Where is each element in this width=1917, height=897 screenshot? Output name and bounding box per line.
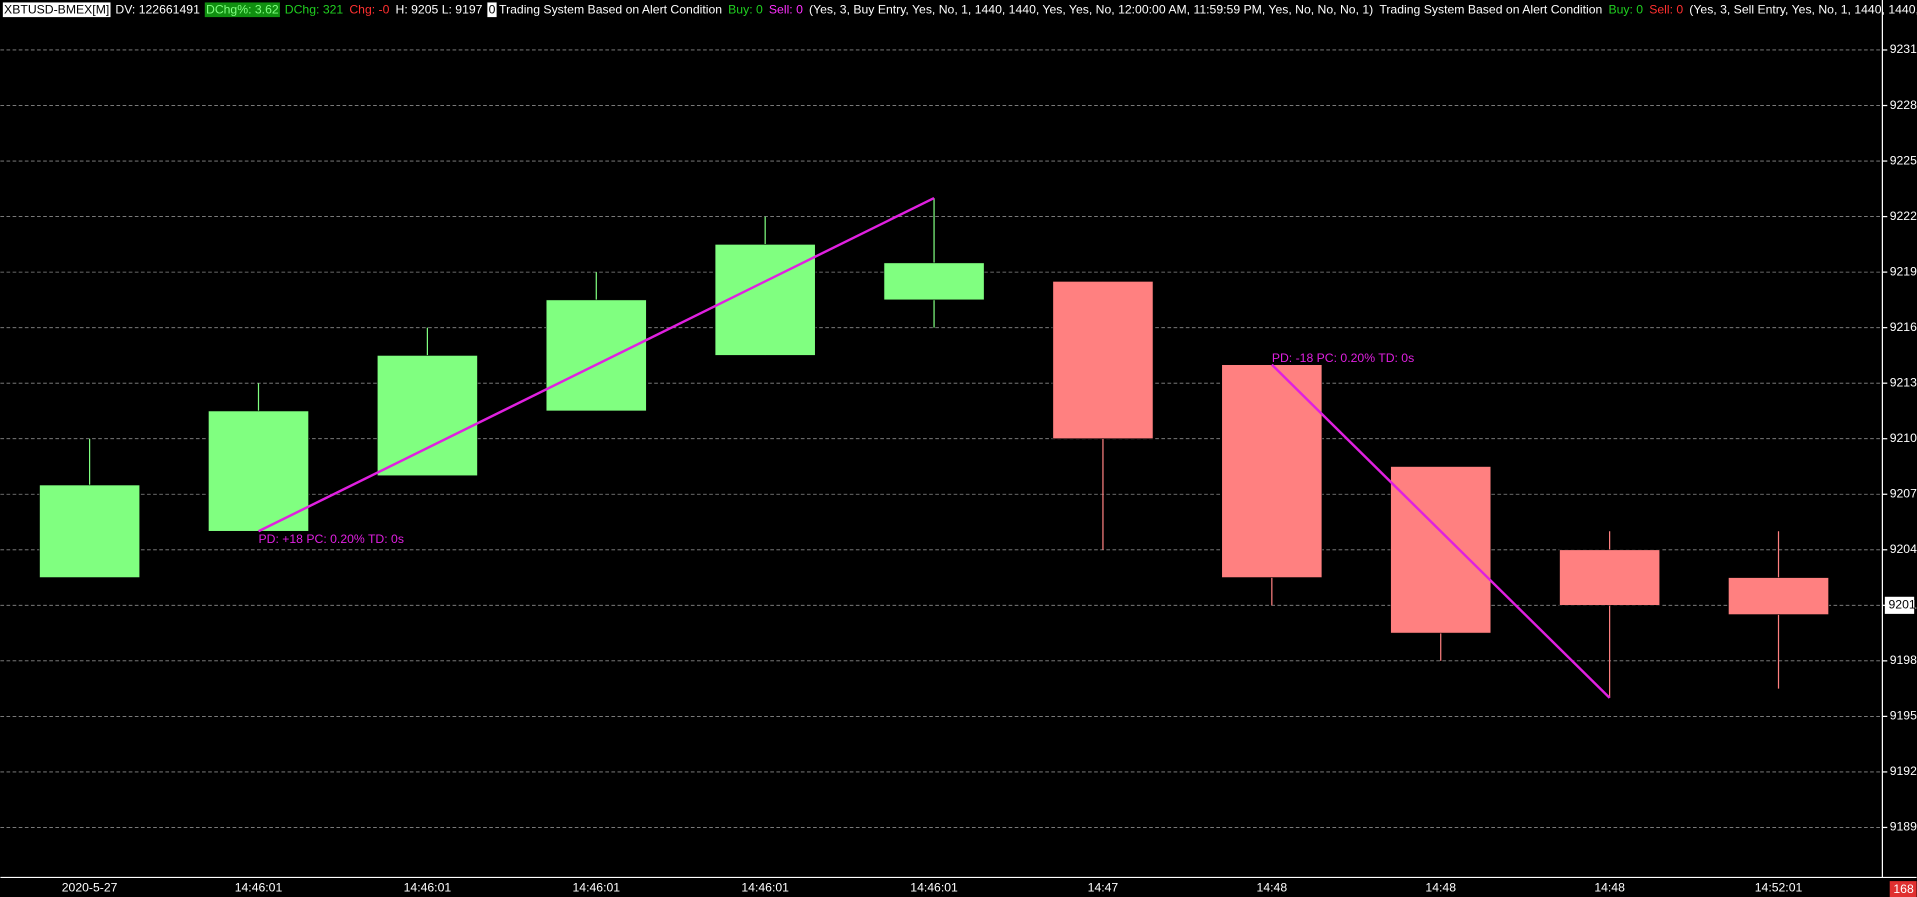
candle-body	[1728, 577, 1829, 615]
header-segment: (Yes, 3, Sell Entry, Yes, No, 1, 1440, 1…	[1689, 3, 1917, 17]
y-tick-label: 9222	[1890, 209, 1917, 223]
candle-body	[1221, 364, 1323, 578]
y-tick-label: 9231	[1890, 42, 1917, 56]
candle-body	[714, 244, 816, 356]
header-text: Sell: 0	[1649, 3, 1683, 17]
header-segment: 0	[487, 2, 497, 18]
x-tick-label: 14:48	[1594, 881, 1625, 895]
x-tick-label: 14:46:01	[235, 881, 283, 895]
candle-body	[1052, 281, 1154, 440]
candle-body	[545, 299, 647, 412]
trendline	[257, 196, 935, 533]
header-text: 0	[489, 3, 496, 17]
y-tick-label: 9198	[1890, 653, 1917, 667]
header-text: Buy: 0	[1608, 3, 1643, 17]
header-text: Sell: 0	[769, 3, 803, 17]
header-segment: Chg: -0	[349, 3, 389, 17]
x-tick-label: 2020-5-27	[62, 881, 118, 895]
header-text: (Yes, 3, Buy Entry, Yes, No, 1, 1440, 14…	[809, 3, 1373, 17]
y-tick-label: 9207	[1890, 486, 1917, 500]
last-price-box	[1884, 596, 1915, 614]
x-tick-label: 14:48	[1425, 881, 1456, 895]
header-text: (Yes, 3, Sell Entry, Yes, No, 1, 1440, 1…	[1689, 3, 1917, 17]
bar-counter: 168	[1893, 882, 1914, 896]
y-tick-label: 9195	[1890, 709, 1917, 723]
header-segment: XBTUSD-BMEX[M]	[2, 2, 111, 18]
candle-body	[883, 262, 985, 301]
header-segment: DChg%: 3.62	[204, 2, 280, 18]
header-text: DV: 122661491	[115, 3, 200, 17]
header-segment: (Yes, 3, Buy Entry, Yes, No, 1, 1440, 14…	[809, 3, 1373, 17]
last-price-label: 9201	[1888, 598, 1915, 612]
x-tick-label: 14:46:01	[404, 881, 452, 895]
trendline-label: PD: -18 PC: 0.20% TD: 0s	[1272, 351, 1414, 365]
x-tick-label: 14:46:01	[910, 881, 958, 895]
x-tick-label: 14:47	[1088, 881, 1119, 895]
header-text: H: 9205 L: 9197	[396, 3, 483, 17]
header-segment: Buy: 0	[728, 3, 763, 17]
header-segment: DV: 122661491	[115, 3, 200, 17]
header-segment: Buy: 0	[1608, 3, 1643, 17]
header-segment: Trading System Based on Alert Condition	[499, 3, 722, 17]
header-text: Trading System Based on Alert Condition	[499, 3, 722, 17]
header-text: Trading System Based on Alert Condition	[1379, 3, 1602, 17]
header-segment: Trading System Based on Alert Condition	[1379, 3, 1602, 17]
trendline	[1270, 363, 1611, 699]
x-tick-label: 14:46:01	[741, 881, 789, 895]
y-tick-label: 9189	[1890, 820, 1917, 834]
header-text: XBTUSD-BMEX[M]	[4, 3, 109, 17]
header-text: DChg%: 3.62	[206, 3, 279, 17]
y-tick-label: 9213	[1890, 375, 1917, 389]
candle-body	[39, 484, 141, 578]
y-tick-label: 9216	[1890, 320, 1917, 334]
x-tick-label: 14:46:01	[572, 881, 620, 895]
candle-body	[1559, 549, 1661, 606]
y-tick-label: 9192	[1890, 764, 1917, 778]
header-box	[487, 2, 497, 18]
y-tick-label: 9204	[1890, 542, 1917, 556]
y-tick-label: 9219	[1890, 264, 1917, 278]
header-text: Chg: -0	[349, 3, 389, 17]
header-segment: DChg: 321	[285, 3, 344, 17]
x-tick-label: 14:48	[1257, 881, 1288, 895]
trendline-label: PD: +18 PC: 0.20% TD: 0s	[258, 532, 403, 546]
header-text: DChg: 321	[285, 3, 344, 17]
candle-body	[376, 355, 478, 477]
header-text: Buy: 0	[728, 3, 763, 17]
candle-body	[1390, 466, 1492, 634]
x-tick-label: 14:52:01	[1755, 881, 1803, 895]
y-tick-label: 9210	[1890, 431, 1917, 445]
header-segment: Sell: 0	[769, 3, 803, 17]
y-tick-label: 9228	[1890, 98, 1917, 112]
header-box	[204, 2, 280, 18]
candle-body	[208, 410, 309, 532]
y-tick-label: 9225	[1890, 153, 1917, 167]
header-box	[2, 2, 111, 18]
bar-counter-box	[1889, 881, 1917, 897]
header-segment: Sell: 0	[1649, 3, 1683, 17]
header-segment: H: 9205 L: 9197	[396, 3, 483, 17]
